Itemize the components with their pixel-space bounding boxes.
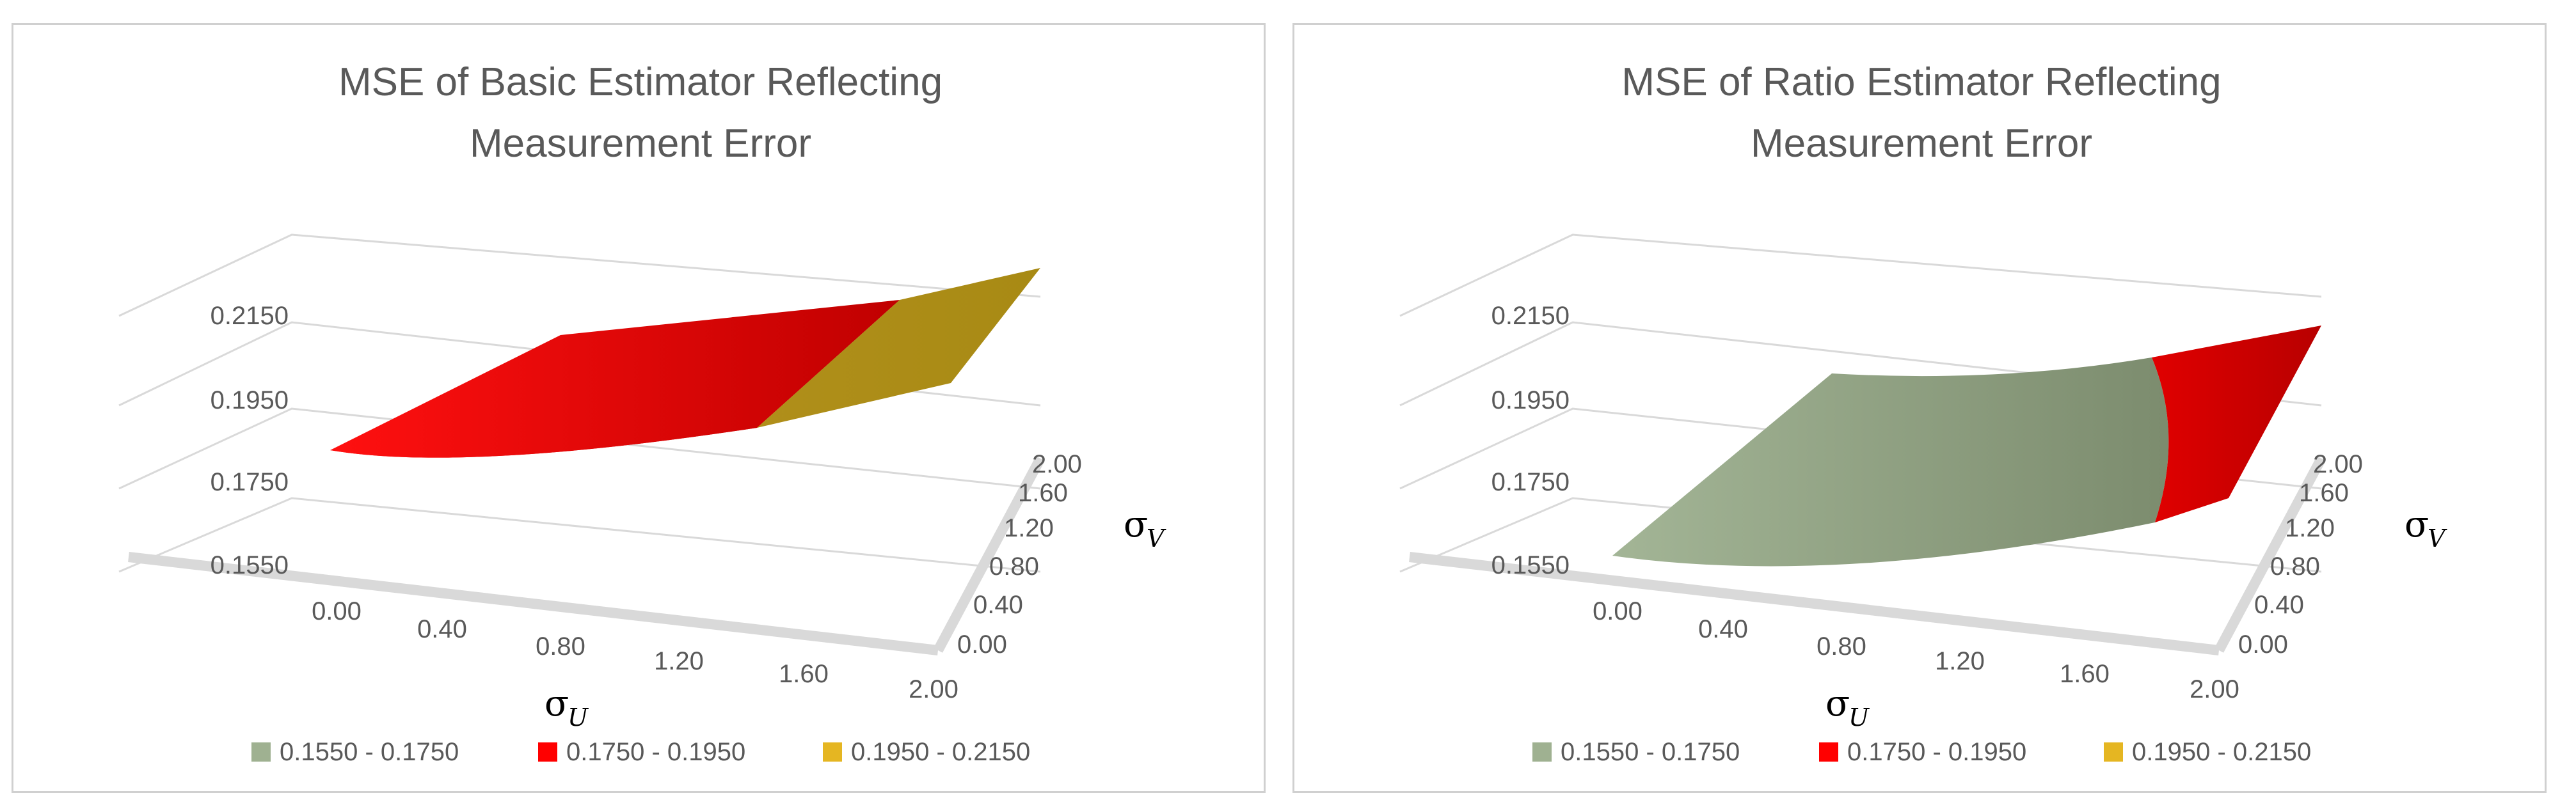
- y-axis-title: σ V: [1124, 504, 1166, 552]
- y-axis-title-subscript: V: [2428, 524, 2447, 552]
- x-axis-title: σ U: [545, 683, 589, 732]
- chart-title-line-2: Measurement Error: [1751, 121, 2092, 166]
- surface-region-0.1950-0.2150: [757, 268, 1040, 428]
- legend-label: 0.1950 - 0.2150: [851, 738, 1030, 766]
- x-tick-label: 1.20: [654, 647, 704, 675]
- z-tick-label: 0.1550: [1491, 551, 1570, 579]
- y-tick-label: 0.40: [2254, 591, 2304, 619]
- x-axis-title-symbol: σ: [545, 683, 569, 725]
- mse-surface: [330, 268, 1040, 458]
- mse-surface: [1612, 325, 2321, 567]
- chart-title-line-2: Measurement Error: [470, 121, 811, 166]
- legend-swatch: [1532, 742, 1552, 762]
- y-tick-label: 0.00: [957, 631, 1007, 659]
- chart-title-line-1: MSE of Ratio Estimator Reflecting: [1621, 60, 2221, 104]
- z-tick-label: 0.2150: [1491, 302, 1570, 330]
- surface-region-0.1750-0.1950-front: [330, 300, 900, 458]
- x-tick-label: 0.00: [1593, 597, 1642, 625]
- gridlines: [118, 233, 1041, 573]
- z-tick-label: 0.1950: [1491, 386, 1570, 414]
- x-tick-label: 2.00: [909, 675, 958, 703]
- y-tick-label: 1.20: [2285, 514, 2335, 542]
- legend: 0.1550 - 0.1750 0.1750 - 0.1950 0.1950 -…: [1532, 738, 2311, 766]
- legend-label: 0.1550 - 0.1750: [1561, 738, 1740, 766]
- legend-swatch: [251, 742, 271, 762]
- surface-region-0.1750-0.1950: [2152, 325, 2321, 522]
- x-tick-label: 1.60: [2060, 660, 2110, 688]
- floor-ticks: [1409, 456, 2326, 655]
- legend: 0.1550 - 0.1750 0.1750 - 0.1950 0.1950 -…: [251, 738, 1030, 766]
- surface-region-0.1550-0.1750: [1612, 357, 2169, 567]
- x-tick-label: 1.60: [779, 660, 829, 688]
- x-axis-title-subscript: U: [1849, 703, 1870, 732]
- floor-ticks: [128, 456, 1046, 655]
- x-axis-title-subscript: U: [568, 703, 589, 732]
- x-tick-label: 2.00: [2190, 675, 2239, 703]
- chart-title-line-1: MSE of Basic Estimator Reflecting: [338, 60, 942, 104]
- y-tick-label: 2.00: [1032, 450, 1082, 478]
- x-axis-title-symbol: σ: [1825, 683, 1850, 725]
- y-tick-label: 1.60: [1018, 479, 1068, 507]
- chart-ratio-estimator: MSE of Ratio Estimator Reflecting Measur…: [1292, 23, 2547, 793]
- x-tick-label: 0.40: [417, 615, 467, 643]
- z-tick-label: 0.2150: [211, 302, 289, 330]
- y-axis-title-subscript: V: [1147, 524, 1166, 552]
- y-axis-title: σ V: [2405, 504, 2447, 552]
- z-tick-label: 0.1950: [211, 386, 289, 414]
- z-tick-label: 0.1750: [211, 468, 289, 496]
- x-tick-label: 0.80: [1817, 632, 1866, 661]
- x-tick-label: 0.80: [536, 632, 585, 661]
- legend-swatch: [823, 742, 842, 762]
- chart-svg-ratio: MSE of Ratio Estimator Reflecting Measur…: [1399, 60, 2447, 766]
- y-tick-label: 0.80: [2270, 552, 2320, 581]
- legend-label: 0.1950 - 0.2150: [2132, 738, 2311, 766]
- y-tick-label: 1.20: [1004, 514, 1054, 542]
- legend-swatch: [1819, 742, 1838, 762]
- y-tick-label: 0.00: [2238, 631, 2288, 659]
- legend-label: 0.1550 - 0.1750: [280, 738, 459, 766]
- x-axis-title: σ U: [1825, 683, 1870, 732]
- y-tick-label: 1.60: [2299, 479, 2349, 507]
- y-tick-label: 0.40: [973, 591, 1023, 619]
- legend-label: 0.1750 - 0.1950: [1847, 738, 2026, 766]
- x-tick-label: 0.40: [1698, 615, 1748, 643]
- x-tick-label: 0.00: [312, 597, 362, 625]
- z-tick-label: 0.1550: [211, 551, 289, 579]
- legend-swatch: [2104, 742, 2123, 762]
- y-axis-title-symbol: σ: [2405, 504, 2429, 545]
- legend-swatch: [538, 742, 557, 762]
- y-axis-title-symbol: σ: [1124, 504, 1148, 545]
- y-tick-label: 2.00: [2313, 450, 2363, 478]
- chart-svg-basic: MSE of Basic Estimator Reflecting Measur…: [118, 60, 1166, 766]
- y-tick-label: 0.80: [989, 552, 1039, 581]
- x-tick-label: 1.20: [1935, 647, 1985, 675]
- chart-basic-estimator: MSE of Basic Estimator Reflecting Measur…: [12, 23, 1266, 793]
- z-tick-label: 0.1750: [1491, 468, 1570, 496]
- legend-label: 0.1750 - 0.1950: [566, 738, 745, 766]
